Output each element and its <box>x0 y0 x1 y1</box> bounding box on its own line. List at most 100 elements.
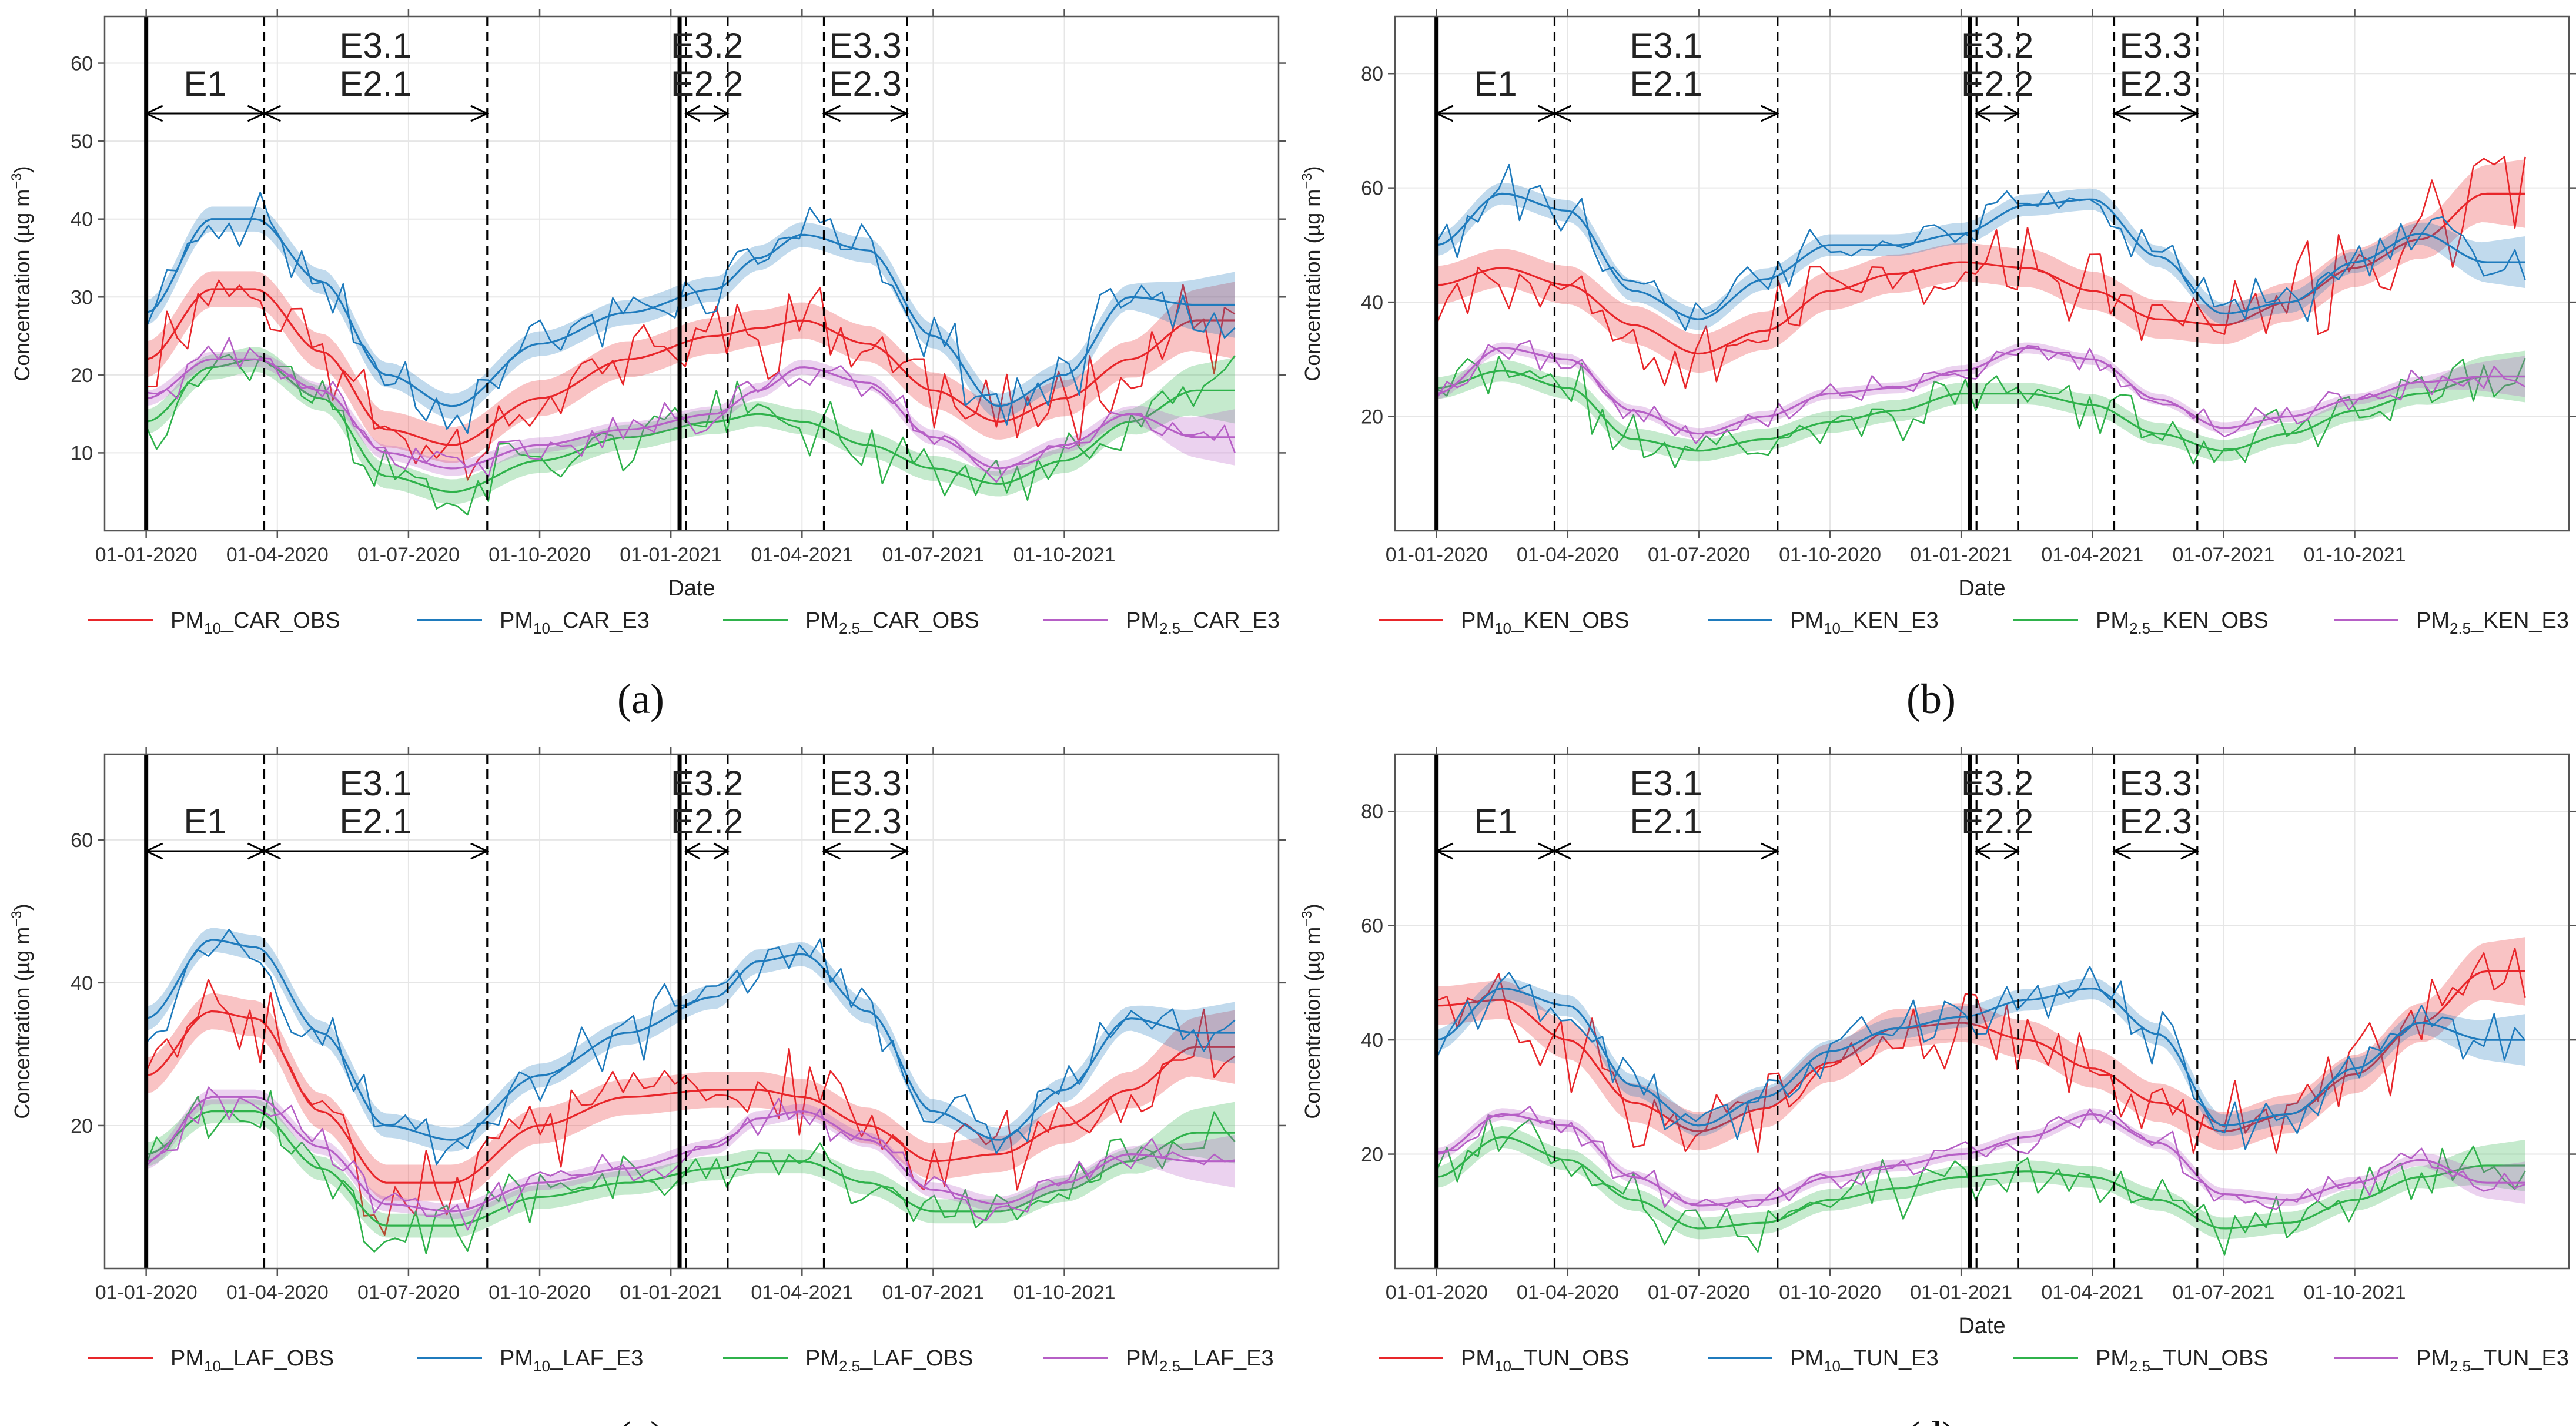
period-label: E1 <box>1474 64 1517 103</box>
legend-entry-prefix: PM <box>1790 1346 1824 1371</box>
legend-entry-prefix: PM <box>500 1346 533 1371</box>
series-line-pm2-5-laf-e3 <box>145 1086 1235 1231</box>
legend-entry-prefix: PM <box>500 608 533 633</box>
x-tick-label: 01-10-2021 <box>2304 1281 2406 1304</box>
series-line-pm10-laf-obs <box>145 979 1236 1236</box>
legend-entry-subscript: 10 <box>533 620 550 637</box>
y-axis-title-part: g m <box>10 927 34 962</box>
chart-panel-tun: E1 E3.1E2.1 E3.2E2.2 E3.3E2.3 20 40 60 80 Concen… <box>1299 747 2576 1426</box>
legend-entry-suffix: _LAF_E3 <box>550 1346 643 1371</box>
legend-entry-prefix: PM <box>805 1346 839 1371</box>
legend-entry: PM2.5_CAR_OBS <box>805 608 979 637</box>
period-label: E1 <box>183 802 226 841</box>
series-line-pm2-5-laf-obs <box>145 1090 1236 1255</box>
confidence-band-pm2-5-ken-e3 <box>1436 342 2525 440</box>
y-tick-label: 40 <box>71 209 93 231</box>
legend-entry-suffix: _TUN_E3 <box>1840 1346 1939 1371</box>
y-tick-label: 30 <box>71 286 93 309</box>
period-arrowhead-left <box>821 105 841 122</box>
legend-entry: PM10_CAR_OBS <box>170 608 340 637</box>
period-label: E2.1 <box>339 64 412 103</box>
trend-line-pm10-car-obs <box>146 288 1235 446</box>
panel-label: (a) <box>617 675 664 722</box>
legend-entry: PM10_CAR_E3 <box>500 608 650 637</box>
legend-entry-prefix: PM <box>1126 1346 1159 1371</box>
legend-entry-subscript: 2.5 <box>2450 1357 2471 1375</box>
x-axis: 01-01-2020 01-04-2020 01-07-2020 01-10-2020… <box>1386 747 2406 1338</box>
period-label: E2.2 <box>671 802 743 841</box>
series-line-pm10-laf-e3 <box>145 928 1236 1166</box>
y-axis-title: Concentration (µg m−3) <box>9 166 34 381</box>
period-label: E3.3 <box>829 764 901 803</box>
legend-entry-suffix: _KEN_E3 <box>1840 608 1939 633</box>
x-tick-label: 01-04-2021 <box>2041 544 2143 566</box>
y-axis-title-part: ) <box>10 166 34 173</box>
legend-entry-prefix: PM <box>1790 608 1824 633</box>
period-label: E2.2 <box>1961 802 2033 841</box>
panel-label: (b) <box>1906 675 1956 722</box>
confidence-band-pm2-5-tun-obs <box>1436 1126 2525 1240</box>
y-tick-label: 60 <box>71 53 93 75</box>
confidence-band-pm10-laf-obs <box>146 993 1235 1201</box>
period-arrowhead-right <box>2180 842 2200 860</box>
x-tick-label: 01-07-2020 <box>357 544 460 566</box>
confidence-band-pm10-laf-e3 <box>146 928 1235 1152</box>
y-tick-label: 20 <box>1361 1144 1383 1166</box>
legend-entry-suffix: _TUN_OBS <box>1511 1346 1630 1371</box>
y-axis-title: Concentration (µg m−3) <box>1299 903 1324 1119</box>
confidence-band-pm2-5-laf-e3 <box>146 1089 1235 1219</box>
x-tick-label: 01-10-2020 <box>489 1281 591 1304</box>
y-tick-label: 20 <box>1361 406 1383 429</box>
legend-entry-prefix: PM <box>2416 1346 2450 1371</box>
period-arrowhead-left <box>2112 105 2132 122</box>
period-label: E3.1 <box>1630 764 1702 803</box>
confidence-band-pm10-tun-obs <box>1436 937 2525 1151</box>
plot-border <box>103 753 1280 1270</box>
series-layer <box>1436 156 2526 468</box>
y-axis-title-part: g m <box>10 189 34 225</box>
panel-label: (c) <box>617 1413 664 1426</box>
legend-entry-suffix: _LAF_OBS <box>859 1346 973 1371</box>
period-arrowhead-left <box>144 842 163 860</box>
period-markers: E1 E3.1E2.1 E3.2E2.2 E3.3E2.3 <box>1434 16 2200 531</box>
x-tick-label: 01-01-2020 <box>95 544 198 566</box>
x-tick-label: 01-04-2020 <box>1517 544 1619 566</box>
series-line-pm10-ken-obs <box>1436 156 2526 389</box>
legend-entry-prefix: PM <box>1461 1346 1494 1371</box>
x-tick-label: 01-04-2020 <box>226 1281 329 1304</box>
legend-entry-suffix: _TUN_OBS <box>2150 1346 2269 1371</box>
series-line-pm10-tun-e3 <box>1436 966 2526 1150</box>
y-tick-label: 80 <box>1361 801 1383 823</box>
y-tick-label: 40 <box>1361 292 1383 314</box>
period-arrowhead-left <box>1552 842 1572 860</box>
series-line-pm2-5-car-obs <box>145 354 1236 516</box>
trend-line-pm10-tun-obs <box>1436 970 2525 1133</box>
y-axis-title: Concentration (µg m−3) <box>1299 166 1324 381</box>
x-tick-label: 01-04-2021 <box>2041 1281 2143 1304</box>
legend-entry: PM2.5_TUN_OBS <box>2096 1346 2269 1375</box>
legend-entry-prefix: PM <box>805 608 839 633</box>
trend-line-pm2-5-ken-e3 <box>1436 347 2525 435</box>
period-label: E3.1 <box>339 764 412 803</box>
y-axis: 20 40 60 80 Concentration (µg m−3) <box>1299 63 2576 429</box>
x-tick-label: 01-07-2020 <box>357 1281 460 1304</box>
period-arrowhead-right <box>470 105 490 122</box>
y-tick-label: 80 <box>1361 63 1383 85</box>
x-tick-label: 01-01-2021 <box>620 544 722 566</box>
legend-entry-subscript: 2.5 <box>1159 1357 1180 1375</box>
legend-entry-subscript: 10 <box>533 1357 550 1375</box>
period-label: E3.1 <box>1630 26 1702 65</box>
x-axis-title: Date <box>1958 1314 2005 1338</box>
period-label: E2.1 <box>339 802 412 841</box>
y-axis: 20 40 60 80 Concentration (µg m−3) <box>1299 801 2576 1166</box>
legend-entry-subscript: 2.5 <box>839 620 860 637</box>
x-tick-label: 01-10-2021 <box>2304 544 2406 566</box>
legend-entry-subscript: 10 <box>204 620 221 637</box>
legend-entry: PM2.5_LAF_OBS <box>805 1346 973 1375</box>
series-line-pm2-5-tun-obs <box>1436 1114 2526 1256</box>
legend-entry: PM10_TUN_E3 <box>1790 1346 1939 1375</box>
legend-entry: PM10_KEN_OBS <box>1461 608 1630 637</box>
y-axis-title-exponent: −3 <box>1299 911 1315 926</box>
period-label: E2.3 <box>2119 802 2192 841</box>
period-label: E1 <box>183 64 226 103</box>
